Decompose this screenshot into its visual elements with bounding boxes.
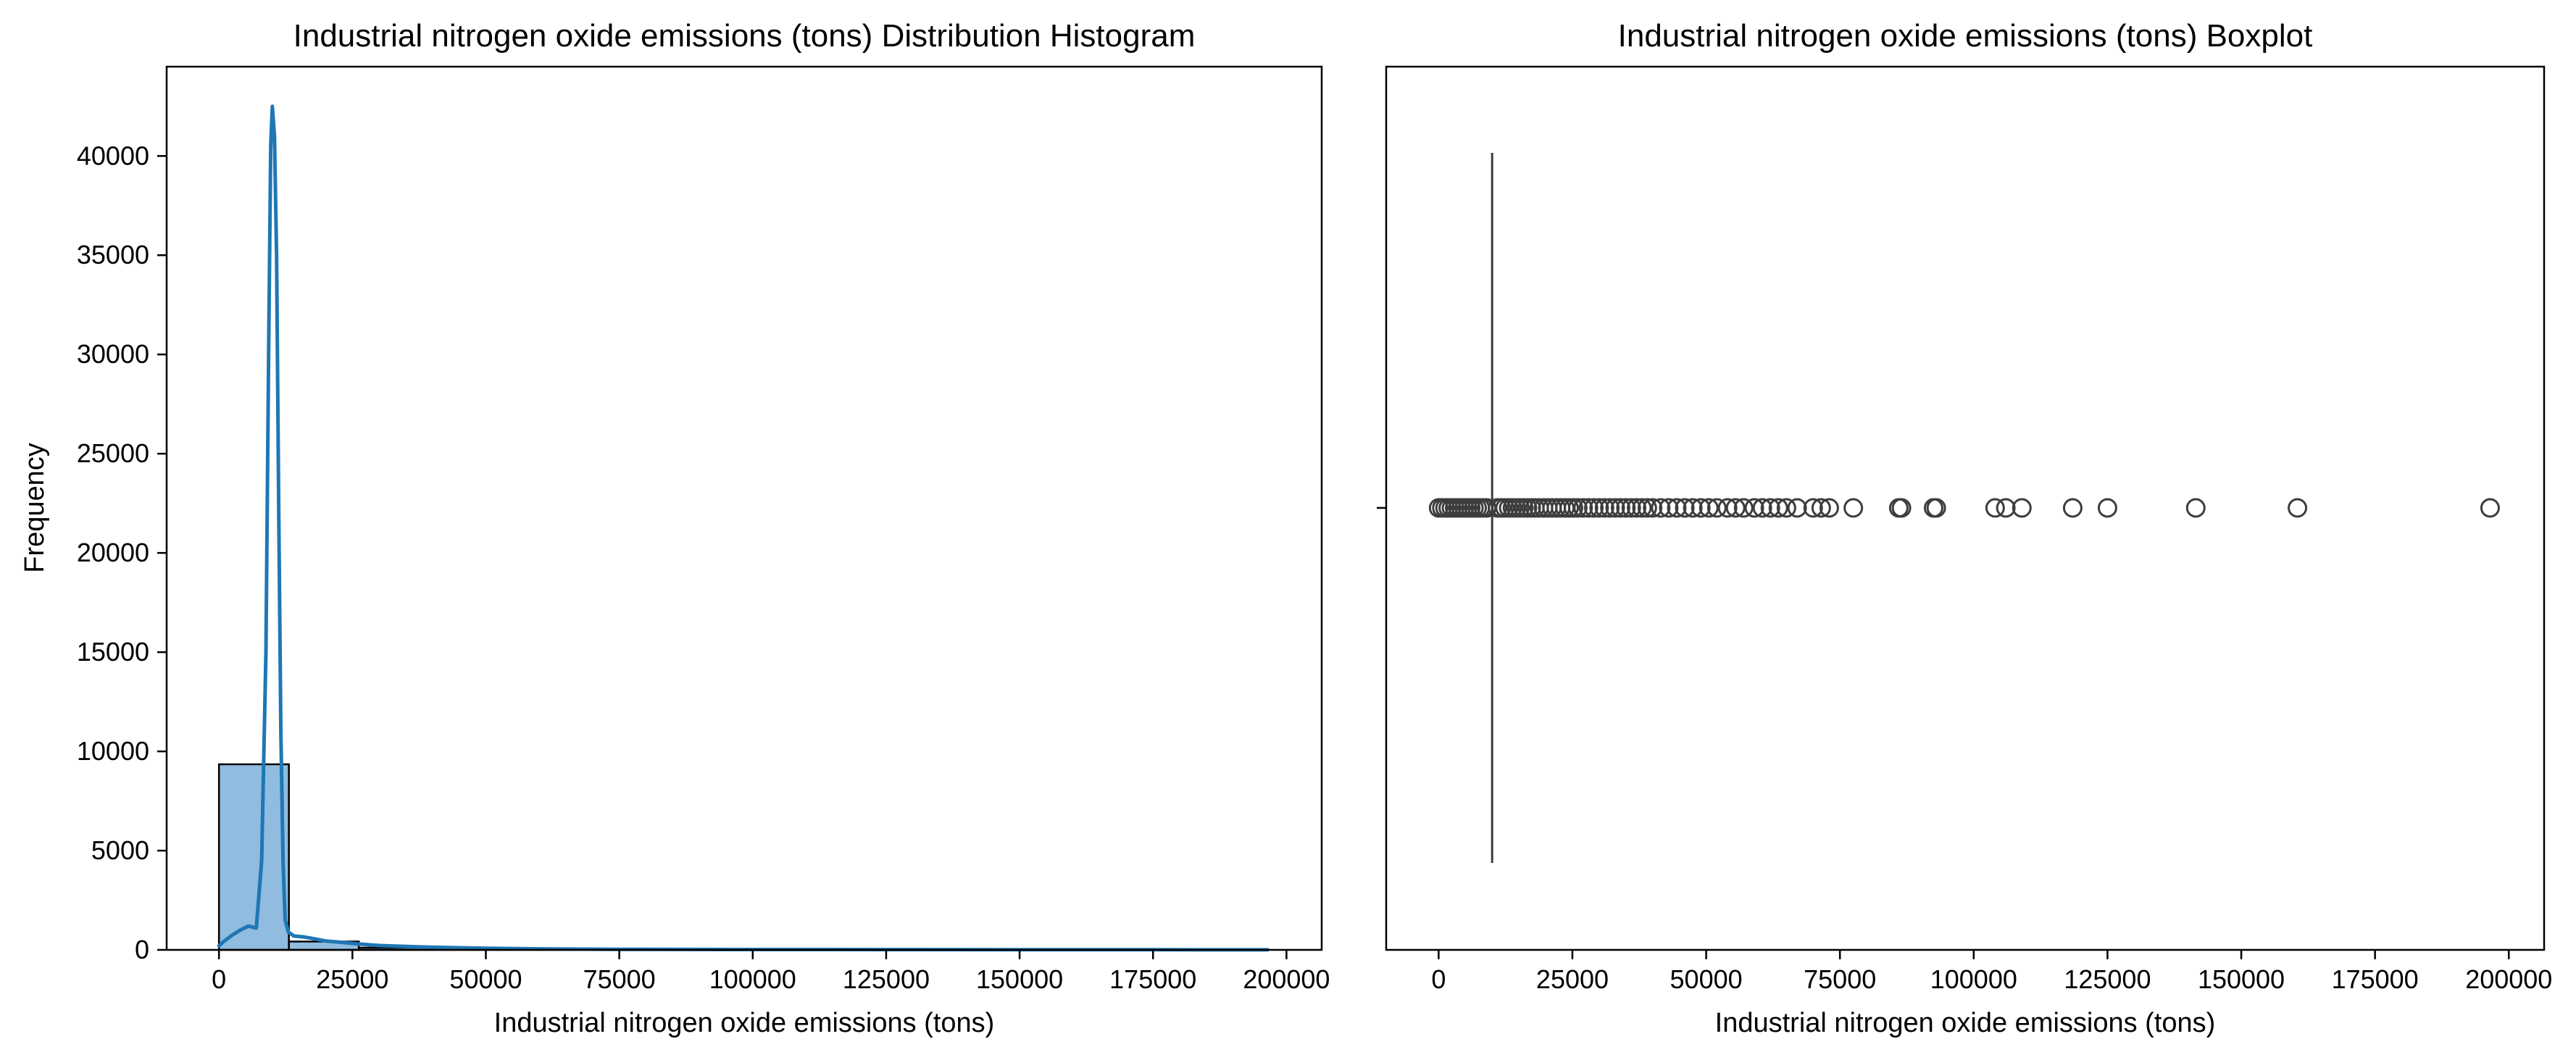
histogram-y-tick-label: 5000 [91,835,149,865]
histogram-x-tick-label: 150000 [976,964,1063,994]
boxplot-outlier-point [1733,498,1754,518]
histogram-x-tick-label: 75000 [583,964,656,994]
boxplot-outlier-point [1578,498,1598,518]
boxplot-outlier-point [1683,498,1703,518]
boxplot-outlier-point [1675,498,1695,518]
boxplot-outlier-point [1594,498,1614,518]
histogram-y-tick-label: 30000 [77,339,149,369]
histogram-x-tick-label: 100000 [709,964,796,994]
histogram-y-axis-label: Frequency [20,443,50,573]
histogram-y-tick-label: 35000 [77,240,149,270]
boxplot-outlier-point [1706,498,1727,518]
boxplot-outlier-point [1605,498,1625,518]
boxplot-x-axis-label: Industrial nitrogen oxide emissions (ton… [1715,1008,2216,1038]
histogram-y-ticks: 0 5000 10000 15000 20000 25000 30000 35000 40000 [77,141,167,964]
boxplot-outlier-point [1698,498,1719,518]
histogram-x-tick-label: 175000 [1109,964,1196,994]
boxplot-outlier-point [1985,498,2005,518]
boxplot-outlier-point [1651,498,1671,518]
boxplot-outlier-point [1627,498,1647,518]
boxplot-outlier-point [1811,498,1831,518]
boxplot-outlier-point [1573,498,1593,518]
boxplot-outlier-point [1819,498,1839,518]
boxplot-x-tick-label: 175000 [2332,964,2419,994]
histogram-x-axis-label: Industrial nitrogen oxide emissions (ton… [494,1008,995,1038]
histogram-y-tick-label: 20000 [77,538,149,567]
boxplot-outlier-point [1744,498,1764,518]
histogram-x-tick-label: 50000 [449,964,522,994]
boxplot-x-tick-label: 125000 [2064,964,2151,994]
boxplot-outlier-point [1610,498,1630,518]
histogram-y-tick-label: 25000 [77,438,149,468]
boxplot-outlier-point [2012,498,2032,518]
boxplot-outlier-point [1768,498,1788,518]
boxplot-outlier-point [1752,498,1772,518]
boxplot-outlier-point [1643,498,1663,518]
boxplot-outlier-point [1621,498,1641,518]
histogram-x-tick-label: 25000 [316,964,388,994]
boxplot-outlier-point [1926,498,1946,518]
boxplot-outlier-point [1667,498,1687,518]
histogram-x-tick-label: 200000 [1243,964,1330,994]
boxplot-outlier-point [1725,498,1746,518]
boxplot-title: Industrial nitrogen oxide emissions (ton… [1618,18,2313,54]
boxplot-outlier-point [1787,498,1807,518]
boxplot-outlier-point [1843,498,1864,518]
histogram-y-tick-label: 40000 [77,141,149,170]
histogram-title: Industrial nitrogen oxide emissions (ton… [293,18,1196,54]
boxplot-outlier-point [1996,498,2016,518]
boxplot-outlier-point [1616,498,1636,518]
histogram-x-tick-label: 0 [212,964,226,994]
boxplot-outlier-point [2062,498,2083,518]
boxplot-x-tick-label: 75000 [1804,964,1876,994]
boxplot-outlier-point [2097,498,2117,518]
boxplot-outliers [1428,498,2500,518]
boxplot-outlier-point [1584,498,1604,518]
boxplot-outlier-point [1891,498,1912,518]
boxplot-x-tick-label: 200000 [2465,964,2552,994]
boxplot-outlier-point [2288,498,2308,518]
boxplot-outlier-point [1632,498,1652,518]
boxplot-outlier-point [1567,498,1588,518]
boxplot-outlier-point [1691,498,1711,518]
boxplot-x-tick-label: 0 [1431,964,1446,994]
boxplot-outlier-point [1776,498,1796,518]
boxplot-outlier-point [2480,498,2500,518]
boxplot-x-tick-label: 100000 [1930,964,2017,994]
histogram-panel: Industrial nitrogen oxide emissions (ton… [20,18,1330,1038]
histogram-y-tick-label: 10000 [77,736,149,766]
boxplot-x-tick-label: 150000 [2198,964,2285,994]
boxplot-x-tick-label: 50000 [1670,964,1743,994]
boxplot-outlier-point [1659,498,1679,518]
histogram-x-tick-label: 125000 [843,964,930,994]
histogram-y-tick-label: 15000 [77,637,149,667]
histogram-x-ticks: 0 25000 50000 75000 100000 125000 150000 175000… [212,950,1330,994]
boxplot-outlier-point [1589,498,1609,518]
boxplot-outlier-point [1803,498,1823,518]
boxplot-outlier-point [1600,498,1620,518]
boxplot-outlier-point [1760,498,1780,518]
histogram-y-tick-label: 0 [135,935,149,964]
boxplot-outlier-point [1637,498,1657,518]
boxplot-panel: Industrial nitrogen oxide emissions (ton… [1377,18,2552,1038]
boxplot-outlier-point [2185,498,2206,518]
boxplot-x-tick-label: 25000 [1536,964,1609,994]
histogram-bar [217,763,290,951]
histogram-axes-frame [165,65,1323,951]
boxplot-outlier-point [1717,498,1738,518]
boxplot-x-ticks: 0 25000 50000 75000 100000 125000 150000 175000… [1431,950,2552,994]
